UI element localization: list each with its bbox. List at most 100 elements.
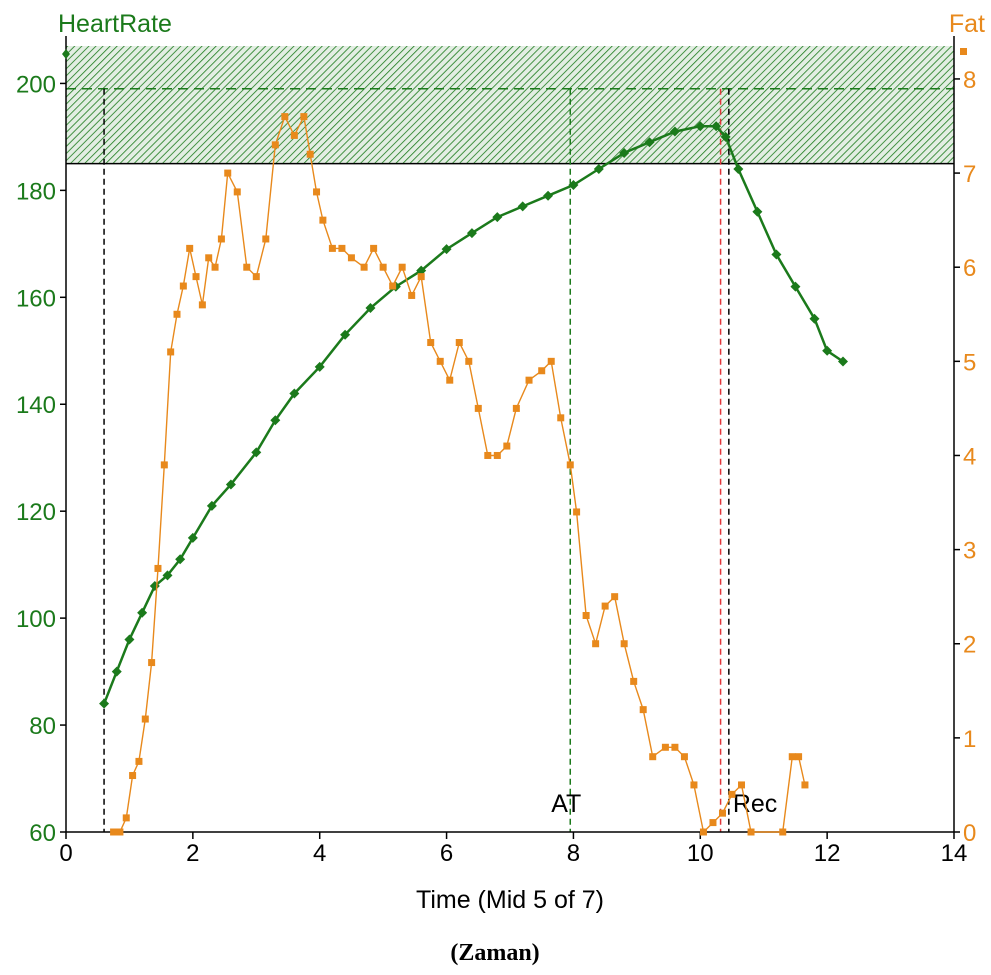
left-axis-marker	[62, 49, 70, 59]
heartrate-point	[822, 345, 833, 356]
heartrate-point	[644, 137, 655, 148]
fat-point	[779, 828, 787, 836]
heartrate-point	[752, 206, 763, 217]
heartrate-point	[733, 163, 744, 174]
fat-point	[179, 282, 187, 290]
fat-point	[788, 753, 796, 761]
fat-point	[110, 828, 118, 836]
heartrate-point	[517, 201, 528, 212]
fat-point	[709, 819, 717, 827]
left-tick-label: 160	[16, 285, 56, 312]
fat-point	[538, 367, 546, 375]
fat-point	[427, 339, 435, 347]
heartrate-point	[711, 121, 722, 132]
fat-point	[512, 404, 520, 412]
fat-point	[661, 743, 669, 751]
left-tick-label: 100	[16, 606, 56, 633]
fat-point	[262, 235, 270, 243]
x-tick-label: 8	[567, 840, 580, 867]
fat-point	[601, 602, 609, 610]
right-tick-label: 7	[963, 161, 976, 188]
fat-point	[167, 348, 175, 356]
fat-point	[160, 461, 168, 469]
heartrate-point	[809, 313, 820, 324]
fat-point	[271, 141, 279, 149]
heartrate-point	[206, 500, 217, 511]
heartrate-point	[543, 190, 554, 201]
heartrate-point	[593, 163, 604, 174]
fat-point	[557, 414, 565, 422]
left-tick-label: 200	[16, 71, 56, 98]
heartrate-point	[492, 212, 503, 223]
heartrate-point	[225, 479, 236, 490]
fat-point	[611, 593, 619, 601]
heartrate-point	[669, 126, 680, 137]
fat-point	[338, 244, 346, 252]
fat-point	[484, 451, 492, 459]
fat-point	[671, 743, 679, 751]
heartrate-point	[695, 121, 706, 132]
series-layer	[99, 113, 848, 836]
fat-point	[639, 706, 647, 714]
fat-point	[747, 828, 755, 836]
fat-point	[446, 376, 454, 384]
right-tick-label: 5	[963, 349, 976, 376]
fat-point	[173, 310, 181, 318]
fat-point	[198, 301, 206, 309]
heartrate-point	[466, 228, 477, 239]
fat-point	[699, 828, 707, 836]
fat-point	[281, 113, 289, 121]
x-tick-label: 2	[186, 840, 199, 867]
fat-point	[290, 131, 298, 139]
heartrate-point	[568, 180, 579, 191]
x-axis-title: Time (Mid 5 of 7)	[416, 886, 604, 914]
fat-point	[116, 828, 124, 836]
fat-point	[360, 263, 368, 271]
heartrate-point	[175, 554, 186, 565]
heartrate-point	[137, 607, 148, 618]
left-tick-label: 120	[16, 499, 56, 526]
heartrate-point	[251, 447, 262, 458]
fat-point	[465, 357, 473, 365]
fat-point	[690, 781, 698, 789]
fat-point	[680, 753, 688, 761]
fat-point	[328, 244, 336, 252]
heartrate-point	[289, 388, 300, 399]
x-tick-label: 14	[941, 840, 968, 867]
heartrate-point	[790, 281, 801, 292]
fat-point	[192, 273, 200, 281]
right-axis-title: Fat	[949, 10, 985, 38]
x-tick-label: 0	[59, 840, 72, 867]
target-zone	[66, 46, 954, 164]
fat-point	[224, 169, 232, 177]
fat-point	[436, 357, 444, 365]
fat-point	[217, 235, 225, 243]
fat-point	[148, 659, 156, 667]
fat-point	[347, 254, 355, 262]
fat-point	[566, 461, 574, 469]
fat-point	[525, 376, 533, 384]
heartrate-point	[314, 361, 325, 372]
heartrate-point	[838, 356, 848, 367]
fat-point	[233, 188, 241, 196]
fat-point	[389, 282, 397, 290]
fat-point	[135, 757, 143, 765]
heartrate-point	[720, 131, 731, 142]
fat-point	[582, 611, 590, 619]
right-tick-label: 1	[963, 726, 976, 753]
fat-point	[122, 814, 130, 822]
x-tick-label: 10	[687, 840, 714, 867]
heartrate-point	[187, 532, 198, 543]
fat-point	[306, 150, 314, 158]
fat-point	[205, 254, 213, 262]
left-tick-label: 140	[16, 392, 56, 419]
heartrate-point	[340, 329, 351, 340]
fat-point	[630, 677, 638, 685]
heartrate-point	[162, 570, 173, 581]
fat-point	[300, 113, 308, 121]
right-axis-marker	[960, 48, 967, 55]
x-tick-label: 4	[313, 840, 326, 867]
fat-point	[129, 772, 137, 780]
fat-point	[620, 640, 628, 648]
